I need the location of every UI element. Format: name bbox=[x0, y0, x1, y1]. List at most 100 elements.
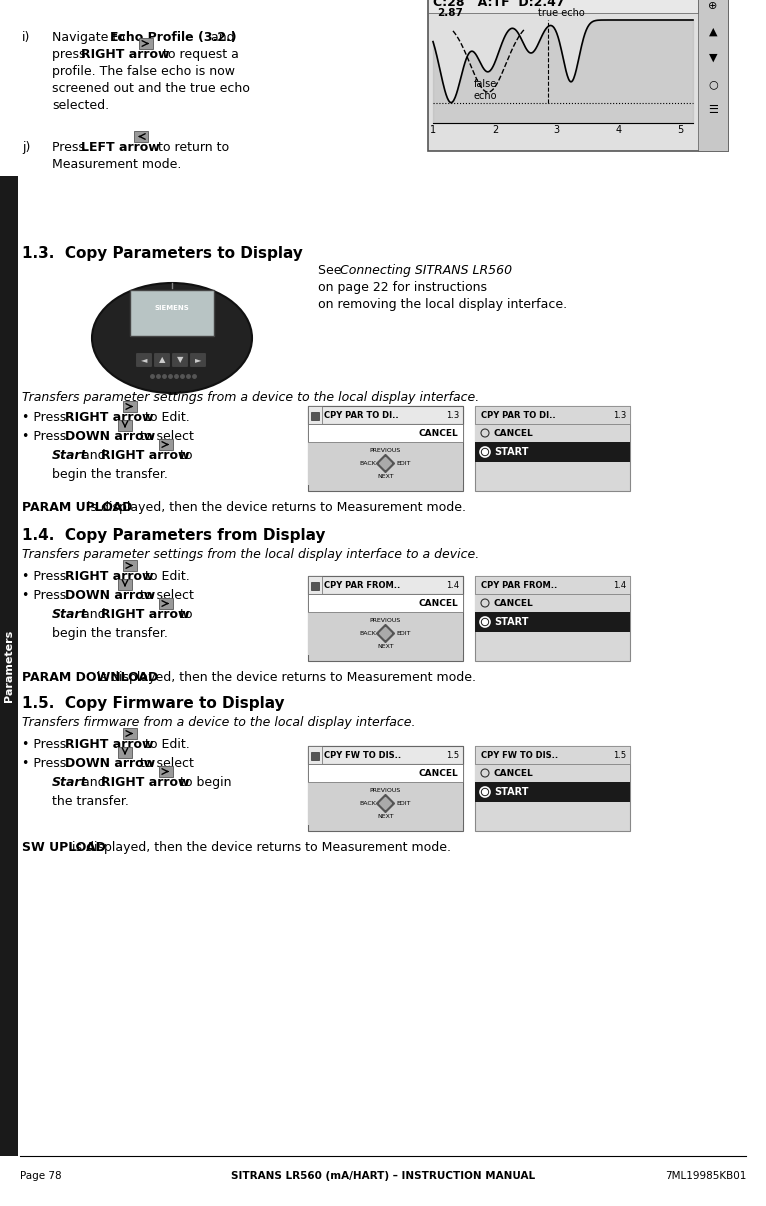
Text: CPY PAR TO DI..: CPY PAR TO DI.. bbox=[324, 410, 398, 420]
Text: to select: to select bbox=[136, 757, 194, 769]
Text: BACK: BACK bbox=[359, 631, 376, 636]
Text: NEXT: NEXT bbox=[377, 814, 394, 819]
Circle shape bbox=[480, 788, 490, 797]
Text: ▼: ▼ bbox=[177, 356, 183, 364]
Text: DOWN arrow: DOWN arrow bbox=[65, 431, 155, 443]
Circle shape bbox=[480, 617, 490, 627]
Bar bbox=[159, 766, 173, 777]
Bar bbox=[308, 747, 463, 763]
Text: screened out and the true echo: screened out and the true echo bbox=[52, 82, 250, 95]
Text: START: START bbox=[494, 617, 529, 627]
Bar bbox=[308, 595, 463, 611]
Bar bbox=[308, 406, 463, 425]
Text: and: and bbox=[78, 449, 110, 462]
Bar bbox=[311, 412, 319, 420]
Text: the transfer.: the transfer. bbox=[52, 795, 129, 808]
Bar bbox=[159, 439, 173, 450]
Text: and: and bbox=[207, 31, 234, 43]
Text: RIGHT arrow: RIGHT arrow bbox=[101, 775, 189, 789]
Text: • Press: • Press bbox=[22, 570, 70, 582]
FancyBboxPatch shape bbox=[153, 352, 171, 368]
Text: BACK: BACK bbox=[359, 461, 376, 466]
Bar bbox=[475, 747, 630, 831]
Text: to select: to select bbox=[136, 431, 194, 443]
Text: 1.3.  Copy Parameters to Display: 1.3. Copy Parameters to Display bbox=[22, 246, 303, 260]
Text: 2: 2 bbox=[492, 125, 498, 135]
Text: • Press: • Press bbox=[22, 431, 70, 443]
Text: 1.4: 1.4 bbox=[613, 580, 626, 590]
Polygon shape bbox=[377, 795, 394, 813]
Text: Transfers parameter settings from the local display interface to a device.: Transfers parameter settings from the lo… bbox=[22, 548, 480, 561]
Text: 5: 5 bbox=[677, 125, 684, 135]
Text: See: See bbox=[318, 264, 345, 277]
Text: RIGHT arrow: RIGHT arrow bbox=[65, 411, 153, 425]
Text: is displayed, then the device returns to Measurement mode.: is displayed, then the device returns to… bbox=[68, 841, 451, 854]
Text: CPY PAR TO DI..: CPY PAR TO DI.. bbox=[481, 410, 555, 420]
Text: ⊕: ⊕ bbox=[709, 1, 718, 11]
Text: ◄: ◄ bbox=[141, 356, 147, 364]
Bar bbox=[475, 576, 630, 595]
Text: PARAM UPLOAD: PARAM UPLOAD bbox=[22, 500, 133, 514]
Text: 1.5.  Copy Firmware to Display: 1.5. Copy Firmware to Display bbox=[22, 696, 285, 712]
Text: i): i) bbox=[22, 31, 31, 43]
Polygon shape bbox=[377, 455, 394, 473]
Bar bbox=[475, 747, 630, 763]
Polygon shape bbox=[377, 625, 394, 643]
Text: true echo: true echo bbox=[538, 8, 584, 18]
Bar bbox=[308, 576, 463, 661]
Text: Start: Start bbox=[52, 449, 87, 462]
Text: NEXT: NEXT bbox=[377, 474, 394, 479]
Text: ☰: ☰ bbox=[708, 105, 718, 115]
Text: SITRANS LR560 (mA/HART) – INSTRUCTION MANUAL: SITRANS LR560 (mA/HART) – INSTRUCTION MA… bbox=[231, 1171, 535, 1181]
Text: • Press: • Press bbox=[22, 738, 70, 751]
Text: ▲: ▲ bbox=[709, 27, 717, 37]
Bar bbox=[475, 406, 630, 425]
Bar bbox=[308, 406, 463, 491]
Polygon shape bbox=[379, 627, 391, 639]
Polygon shape bbox=[379, 457, 391, 469]
Text: to Edit.: to Edit. bbox=[141, 738, 190, 751]
Text: Echo Profile (3.2.): Echo Profile (3.2.) bbox=[110, 31, 237, 43]
Text: to Edit.: to Edit. bbox=[141, 411, 190, 425]
Text: Parameters: Parameters bbox=[4, 630, 14, 702]
Bar bbox=[308, 781, 463, 825]
Text: 1.5: 1.5 bbox=[446, 750, 459, 760]
Text: CANCEL: CANCEL bbox=[418, 598, 458, 608]
Text: PREVIOUS: PREVIOUS bbox=[370, 619, 401, 624]
Text: is displayed, then the device returns to Measurement mode.: is displayed, then the device returns to… bbox=[83, 500, 466, 514]
Bar bbox=[428, 0, 698, 13]
Text: ▼: ▼ bbox=[709, 53, 717, 63]
Text: RIGHT arrow: RIGHT arrow bbox=[65, 570, 153, 582]
Text: PREVIOUS: PREVIOUS bbox=[370, 449, 401, 453]
Bar bbox=[475, 763, 630, 781]
Circle shape bbox=[483, 450, 487, 455]
Circle shape bbox=[483, 620, 487, 625]
Text: to Edit.: to Edit. bbox=[141, 570, 190, 582]
Text: CPY FW TO DIS..: CPY FW TO DIS.. bbox=[481, 750, 558, 760]
Bar bbox=[308, 747, 463, 831]
Text: • Press: • Press bbox=[22, 589, 70, 602]
Text: and: and bbox=[78, 608, 110, 621]
Bar bbox=[130, 289, 214, 336]
Text: Start: Start bbox=[52, 775, 87, 789]
FancyBboxPatch shape bbox=[189, 352, 207, 368]
Text: CPY PAR FROM..: CPY PAR FROM.. bbox=[324, 580, 401, 590]
Text: 1.5: 1.5 bbox=[613, 750, 626, 760]
Text: profile. The false echo is now: profile. The false echo is now bbox=[52, 65, 235, 78]
Text: PARAM DOWNLOAD: PARAM DOWNLOAD bbox=[22, 671, 159, 684]
Text: 1.4.  Copy Parameters from Display: 1.4. Copy Parameters from Display bbox=[22, 528, 326, 543]
Bar bbox=[475, 443, 630, 462]
Text: C:28   A:TF  D:2.47: C:28 A:TF D:2.47 bbox=[433, 0, 565, 8]
Text: CANCEL: CANCEL bbox=[494, 428, 534, 438]
Text: EDIT: EDIT bbox=[396, 461, 411, 466]
Text: SW UPLOAD: SW UPLOAD bbox=[22, 841, 106, 854]
Text: RIGHT arrow: RIGHT arrow bbox=[81, 48, 169, 62]
Text: to begin: to begin bbox=[176, 775, 231, 789]
Ellipse shape bbox=[92, 283, 252, 393]
Bar bbox=[139, 39, 153, 49]
Bar bbox=[308, 425, 463, 443]
Text: CANCEL: CANCEL bbox=[494, 598, 534, 608]
Text: LEFT arrow: LEFT arrow bbox=[81, 141, 160, 154]
Text: CPY FW TO DIS..: CPY FW TO DIS.. bbox=[324, 750, 401, 760]
Text: Page 78: Page 78 bbox=[20, 1171, 61, 1181]
